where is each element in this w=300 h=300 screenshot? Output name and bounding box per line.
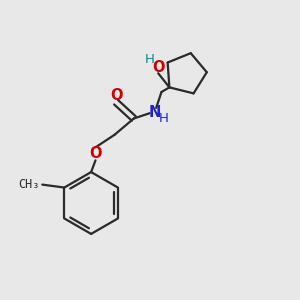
Text: CH₃: CH₃ — [18, 178, 39, 191]
Text: H: H — [158, 112, 168, 125]
Text: N: N — [149, 105, 161, 120]
Text: H: H — [144, 52, 154, 66]
Text: O: O — [89, 146, 102, 161]
Text: O: O — [152, 60, 164, 75]
Text: O: O — [110, 88, 122, 103]
